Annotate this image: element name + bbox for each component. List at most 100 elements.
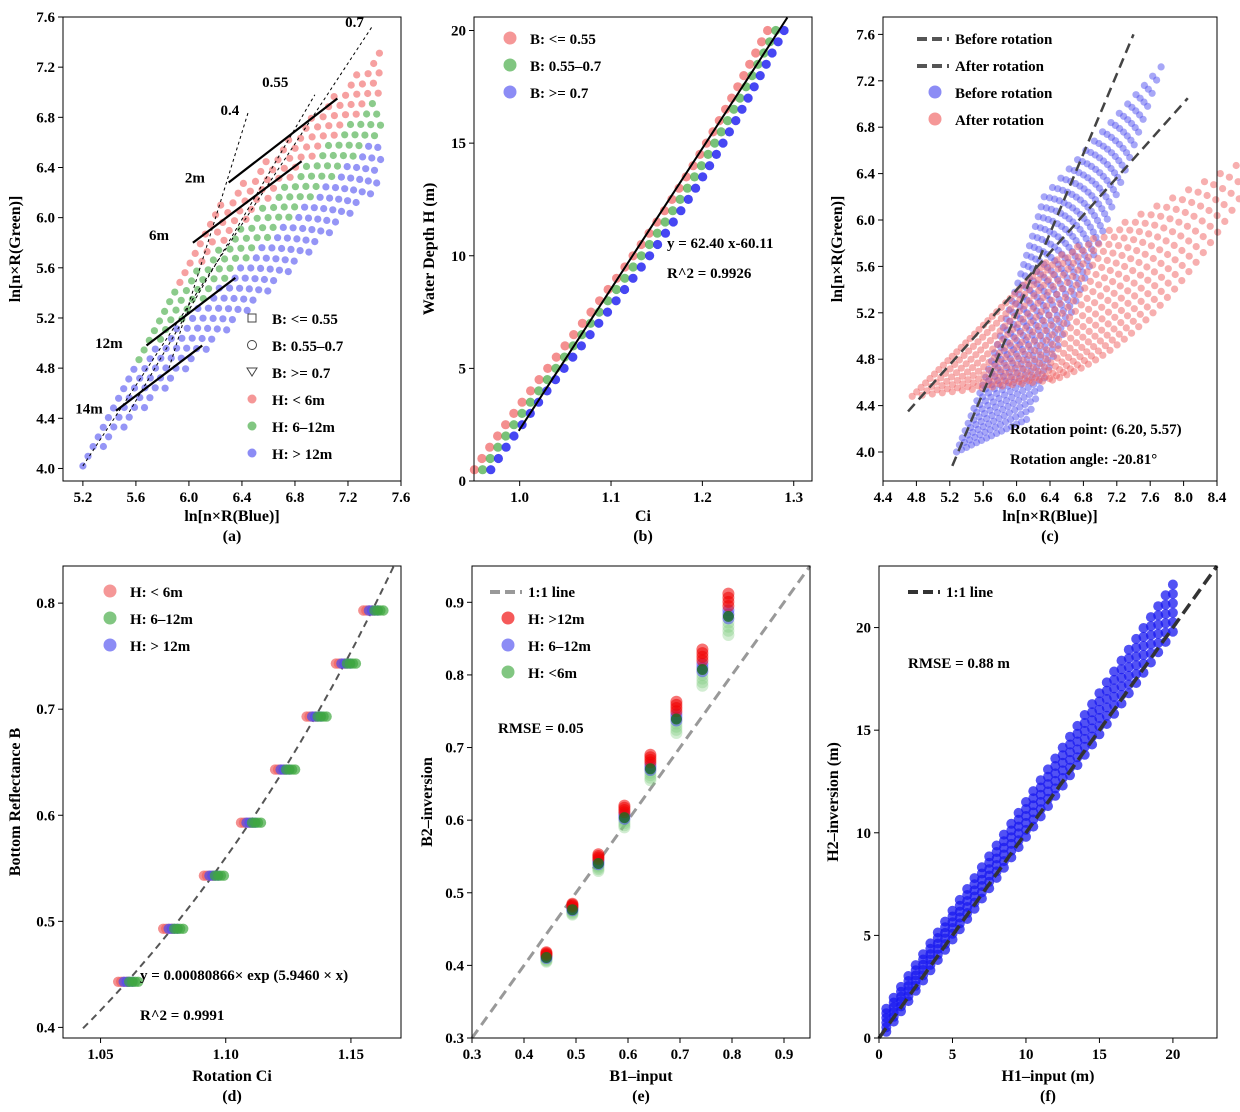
panel-c-after-point xyxy=(1098,263,1106,272)
panel-c-after-point xyxy=(1175,218,1183,226)
panel-f-point xyxy=(1153,638,1164,648)
panel-c-before-point xyxy=(1153,76,1161,84)
panel-c-after-point xyxy=(1089,288,1097,296)
panel-c-after-point xyxy=(1020,281,1028,289)
panel-c-after-point xyxy=(1135,228,1143,236)
panel-c-after-point xyxy=(1137,284,1145,292)
panel-a-point xyxy=(199,276,207,284)
panel-a-legend-label: B: >= 0.7 xyxy=(272,366,331,382)
panel-a-point xyxy=(264,287,272,295)
panel-e-xtick-label: 0.5 xyxy=(567,1047,586,1063)
panel-c-after-point xyxy=(926,374,934,383)
panel-c-after-point xyxy=(1058,285,1066,293)
panel-c-after-point xyxy=(1073,318,1081,326)
panel-c-after-point xyxy=(1067,334,1075,342)
panel-c-after-point xyxy=(1220,201,1228,209)
panel-c-before-point xyxy=(1019,387,1027,395)
panel-e-point xyxy=(696,643,709,656)
panel-c-after-point xyxy=(1037,308,1045,316)
panel-c-after-point xyxy=(922,379,930,387)
panel-c-after-point xyxy=(1077,364,1085,372)
panel-a-point xyxy=(347,81,355,89)
panel-a-point xyxy=(204,304,212,312)
panel-c-after-point xyxy=(1178,261,1186,270)
panel-b-point xyxy=(577,318,588,328)
panel-c-after-point xyxy=(1120,234,1128,242)
panel-d-point xyxy=(178,923,189,934)
panel-c-after-point xyxy=(1111,313,1119,321)
panel-a-point xyxy=(215,265,223,273)
panel-b-point xyxy=(493,453,503,464)
panel-a-point xyxy=(259,224,267,232)
panel-a-point xyxy=(297,173,305,181)
panel-a-point xyxy=(335,141,343,149)
panel-c-after-point xyxy=(974,367,983,375)
panel-c-after-point xyxy=(991,362,999,370)
panel-a-point xyxy=(275,213,283,221)
panel-a-point xyxy=(248,224,256,232)
panel-c-after-point xyxy=(1123,312,1132,320)
panel-a-point xyxy=(125,413,133,421)
panel-c-after-point xyxy=(1079,323,1087,331)
panel-a-point xyxy=(136,374,144,382)
panel-c-after-point xyxy=(960,351,968,360)
panel-c-after-point xyxy=(1066,344,1074,352)
panel-b-point xyxy=(721,104,731,114)
panel-b-point xyxy=(636,262,646,272)
panel-a-point xyxy=(353,71,361,79)
panel-c-after-point xyxy=(1156,246,1164,254)
panel-c-after-point xyxy=(969,342,978,350)
panel-c-after-point xyxy=(1164,250,1172,259)
panel-c-before-point xyxy=(1126,153,1134,162)
panel-c-after-point xyxy=(1147,211,1155,219)
panel-a-point xyxy=(304,214,313,222)
panel-b-xtick-label: 1.2 xyxy=(693,490,712,506)
panel-e-one-to-one-line xyxy=(470,565,812,1039)
panel-c-after-point xyxy=(1083,348,1091,356)
panel-c-after-point xyxy=(988,383,997,391)
panel-c-before-point xyxy=(1015,396,1023,405)
panel-b-xlabel: Ci xyxy=(635,508,652,525)
panel-c-after-point xyxy=(1020,302,1028,310)
panel-c-after-point xyxy=(965,347,973,355)
panel-c-after-point xyxy=(1053,256,1061,264)
panel-b-point xyxy=(602,307,613,317)
panel-a-point xyxy=(162,364,170,372)
panel-c-after-point xyxy=(1115,330,1123,338)
panel-b-xtick-label: 1.0 xyxy=(510,490,529,506)
panel-c-after-point xyxy=(1137,297,1145,305)
panel-c-after-point xyxy=(1225,173,1233,181)
panel-c-after-point xyxy=(989,345,997,353)
panel-c-after-point xyxy=(1064,254,1072,262)
panel-c-after-point xyxy=(1019,315,1027,323)
panel-c-after-point xyxy=(1048,341,1057,349)
panel-b-point xyxy=(551,352,561,362)
panel-a-point xyxy=(291,144,299,152)
panel-b: 1.0 1.1 1.2 1.3 0 5 10 15 20 Ci Water Depth H (m… xyxy=(421,16,813,545)
panel-a-point xyxy=(302,236,310,244)
panel-a-point xyxy=(237,264,245,272)
panel-b-point xyxy=(711,149,722,159)
panel-c-after-point xyxy=(1025,351,1033,360)
panel-a-point xyxy=(324,141,333,150)
panel-d-legend-label: H: 6–12m xyxy=(130,612,193,628)
panel-c-after-point xyxy=(1006,317,1014,325)
panel-a-point xyxy=(326,194,334,202)
panel-a-point xyxy=(260,275,268,284)
panel-a-point xyxy=(363,110,371,118)
panel-a-point xyxy=(313,162,321,170)
panel-a-point xyxy=(146,394,154,402)
panel-c-after-point xyxy=(1023,333,1032,341)
panel-e-ytick-label: 0.5 xyxy=(445,886,464,902)
panel-a-point xyxy=(316,193,324,201)
panel-b-caption: (b) xyxy=(633,528,653,545)
panel-a-point xyxy=(322,183,330,191)
panel-c-after-point xyxy=(1008,381,1017,389)
panel-c-after-point xyxy=(1133,247,1141,255)
panel-c-after-point xyxy=(1104,308,1113,316)
panel-b-point xyxy=(755,71,765,81)
panel-c-after-point xyxy=(1090,343,1098,351)
panel-a-guide-line xyxy=(168,110,250,369)
panel-a-depth-line xyxy=(228,97,339,184)
panel-c-after-point xyxy=(1060,349,1068,357)
